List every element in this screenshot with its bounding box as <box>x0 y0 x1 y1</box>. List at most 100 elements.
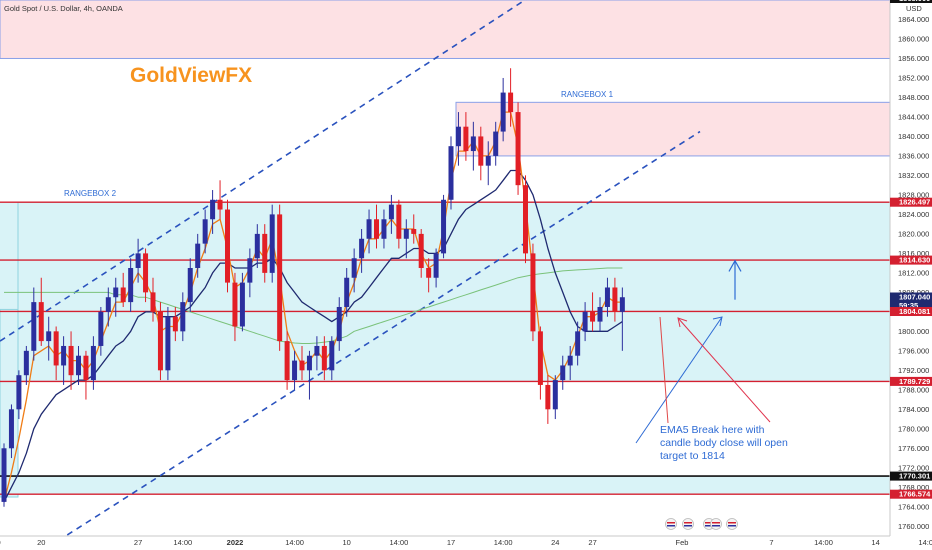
time-tick-label: 10 <box>343 538 351 547</box>
candle-body <box>1 448 7 502</box>
news-flag-stripe-red <box>705 522 713 524</box>
news-flag-stripe-blue <box>712 525 720 527</box>
price-tag-1826-bg <box>890 197 932 207</box>
candle-body <box>195 243 201 268</box>
candle-body <box>165 316 171 371</box>
price-tag-1789-bg <box>890 376 932 386</box>
price-tick-label: 1860.000 <box>898 35 929 44</box>
zones-layer <box>0 0 891 498</box>
candle-body <box>448 146 454 200</box>
note-line-1: EMA5 Break here with <box>660 424 765 436</box>
price-tick-label: 1768.000 <box>898 483 929 492</box>
price-tag-1814: 1814.630 <box>890 255 932 265</box>
candle-body <box>329 341 335 371</box>
news-flag-stripe-red <box>728 522 736 524</box>
rangebox-1-label: RANGEBOX 1 <box>561 90 614 99</box>
candle-body <box>277 214 283 342</box>
candle-body <box>560 365 566 381</box>
note-pointer-blue <box>635 316 723 444</box>
candle-body <box>105 297 111 312</box>
price-tick-label: 1828.000 <box>898 190 929 199</box>
price-tag-1826-text: 1826.497 <box>899 198 930 207</box>
candle-body <box>523 185 528 254</box>
candle-body <box>180 302 186 332</box>
candle-body <box>53 331 59 366</box>
news-flag-circle <box>710 518 722 530</box>
candle-body <box>225 209 230 283</box>
top-price-tag: 1868.000 <box>890 0 932 3</box>
candle-body <box>217 199 223 210</box>
candle-body <box>68 345 74 376</box>
time-tick-label: 14:00 <box>285 538 304 547</box>
price-tick-label: 1852.000 <box>898 74 929 83</box>
time-tick-label: 20 <box>37 538 45 547</box>
candle-body <box>31 302 37 351</box>
candle-body <box>262 233 268 273</box>
candle-body <box>336 306 342 342</box>
candle-body <box>128 268 134 303</box>
candle-body <box>284 341 290 381</box>
candle-body <box>120 287 126 303</box>
candle-body <box>426 268 432 278</box>
price-tick-label: 1808.000 <box>898 288 929 297</box>
candle-body <box>597 306 603 322</box>
candle-body <box>351 258 357 278</box>
candle-body <box>403 229 409 239</box>
top-price-tag-bg <box>890 0 932 3</box>
target-arrow-head <box>728 259 742 272</box>
candle-body <box>537 331 543 385</box>
news-flag-stripe-blue <box>667 525 675 527</box>
candle-body <box>172 316 178 332</box>
note-pointer-red <box>677 317 771 423</box>
candle-body <box>8 409 14 449</box>
price-tag-1766-bg <box>890 489 932 499</box>
time-tick-label: Feb <box>676 538 689 547</box>
candle-body <box>46 331 52 342</box>
time-tick-label: 14:00 <box>918 538 932 547</box>
candle-body <box>590 311 596 322</box>
price-tick-label: 1848.000 <box>898 93 929 102</box>
candle-body <box>575 331 581 356</box>
candle-body <box>478 136 484 166</box>
time-tick-label: 2022 <box>227 538 244 547</box>
news-flag-icon <box>665 518 677 530</box>
price-tag-1766: 1766.574 <box>890 489 932 499</box>
candle-body <box>38 302 44 342</box>
note-pointer-blue-head <box>712 316 723 327</box>
candle-body <box>306 355 312 371</box>
candle-body <box>530 253 536 332</box>
candle-body <box>292 360 298 381</box>
candle-body <box>567 355 573 366</box>
candle-body <box>545 384 551 410</box>
news-flag-stripe-red <box>712 522 720 524</box>
candle-body <box>239 282 245 327</box>
time-tick-label: 17 <box>447 538 455 547</box>
price-tick-label: 1864.000 <box>898 15 929 24</box>
price-tag-1804-text: 1804.081 <box>899 307 930 316</box>
candle-body <box>359 238 365 259</box>
note-pointer-candle <box>659 316 669 424</box>
candles-layer <box>1 68 625 507</box>
candle-body <box>143 253 149 293</box>
price-tag-1770: 1770.301 <box>890 471 932 481</box>
price-tag-1770-text: 1770.301 <box>899 472 930 481</box>
candle-body <box>552 380 558 410</box>
candle-body <box>455 126 461 147</box>
price-tick-label: 1832.000 <box>898 171 929 180</box>
candle-body <box>254 233 260 259</box>
rangebox-2-label: RANGEBOX 2 <box>64 189 117 198</box>
price-tick-label: 1760.000 <box>898 522 929 531</box>
ema5-break-note: EMA5 Break here with candle body close w… <box>660 424 788 462</box>
annotations-layer <box>635 259 771 530</box>
time-tick-label: 27 <box>134 538 142 547</box>
news-flag-icon <box>726 518 738 530</box>
price-tag-1789: 1789.729 <box>890 376 932 386</box>
time-axis-background <box>0 536 890 550</box>
candle-body <box>16 375 22 410</box>
time-tick-label: 27 <box>588 538 596 547</box>
price-tick-label: 1784.000 <box>898 405 929 414</box>
price-tick-label: 1800.000 <box>898 327 929 336</box>
price-tag-1789-text: 1789.729 <box>899 377 930 386</box>
